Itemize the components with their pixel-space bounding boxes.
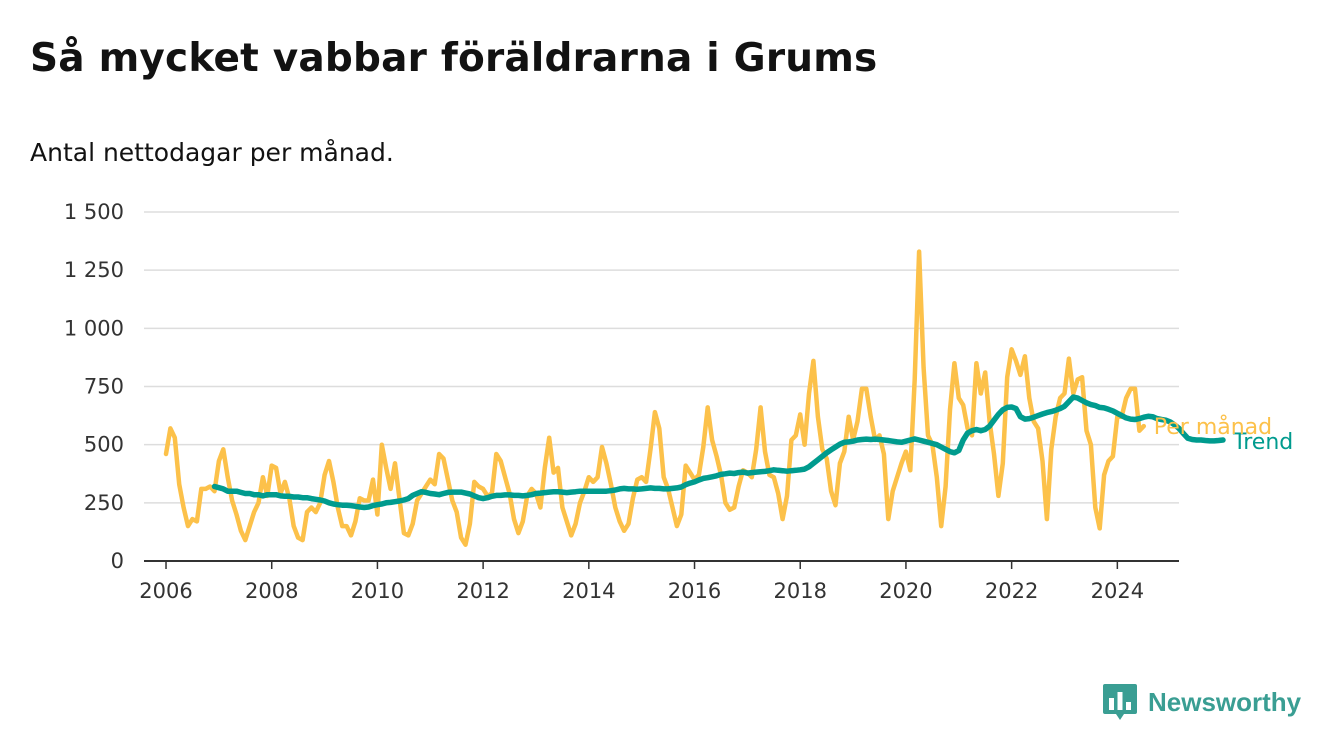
x-tick-label: 2022 <box>985 579 1038 603</box>
chart-title: Så mycket vabbar föräldrarna i Grums <box>30 36 878 81</box>
chart-series-lines <box>163 249 1226 547</box>
x-axis: 2006 2008 2010 2012 2014 2016 2018 2020 2022 2024 <box>139 560 1179 603</box>
x-tick-label: 2006 <box>139 579 192 603</box>
series-label-trend: Trend <box>1232 430 1293 455</box>
newsworthy-brand: Newsworthy <box>1102 682 1301 722</box>
x-tick-label: 2020 <box>879 579 932 603</box>
y-tick-label: 250 <box>84 491 124 515</box>
y-axis-tick-labels: 0 250 500 750 1 000 1 250 1 500 <box>64 200 124 573</box>
y-tick-label: 1 000 <box>64 316 124 340</box>
x-tick-label: 2008 <box>245 579 298 603</box>
series-label-per-manad: Per månad <box>1154 414 1272 440</box>
y-tick-label: 1 500 <box>64 200 124 224</box>
x-tick-label: 2012 <box>456 579 509 603</box>
y-tick-label: 0 <box>111 549 124 573</box>
x-tick-label: 2016 <box>668 579 721 603</box>
x-tick-label: 2018 <box>774 579 827 603</box>
x-tick-label: 2010 <box>351 579 404 603</box>
x-tick-label: 2014 <box>562 579 615 603</box>
newsworthy-logo-icon <box>1103 684 1137 720</box>
y-tick-label: 500 <box>84 433 124 457</box>
y-tick-label: 750 <box>84 375 124 399</box>
series-line-per-manad <box>163 249 1147 547</box>
x-tick-label: 2024 <box>1091 579 1144 603</box>
y-tick-label: 1 250 <box>64 258 124 282</box>
chart-subtitle: Antal nettodagar per månad. <box>30 138 394 167</box>
brand-name: Newsworthy <box>1148 686 1302 717</box>
series-line-trend <box>211 394 1226 511</box>
